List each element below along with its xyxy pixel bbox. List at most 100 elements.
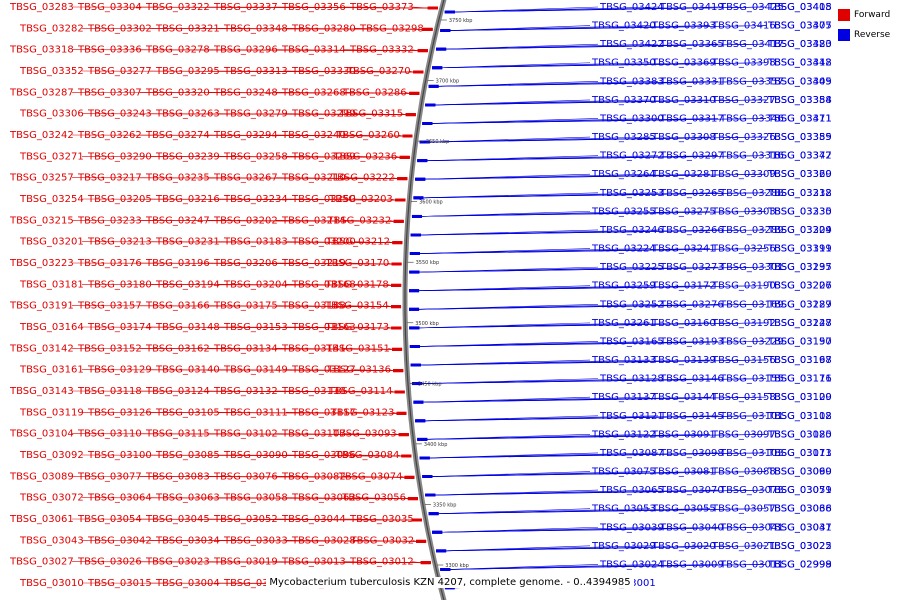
gene-label: TBSG_03070 xyxy=(659,485,724,496)
leader-line xyxy=(411,561,421,563)
gene-label: TBSG_03171 xyxy=(767,374,832,385)
gene-label: TBSG_03121 xyxy=(599,411,664,422)
gene-label: TBSG_03259 xyxy=(591,281,656,292)
gene-label: TBSG_03089 xyxy=(9,471,74,482)
gene-label: TBSG_03352 xyxy=(19,66,84,77)
leader-line xyxy=(419,248,767,254)
gene-label: TBSG_03372 xyxy=(767,151,832,162)
gene-label: TBSG_03066 xyxy=(767,504,832,515)
leader-line xyxy=(391,198,396,201)
leader-line xyxy=(401,113,406,115)
gene-label: TBSG_03158 xyxy=(711,392,776,403)
gene-label: TBSG_03385 xyxy=(767,132,832,143)
gene-label: TBSG_03230 xyxy=(767,206,832,217)
gene-label: TBSG_03214 xyxy=(281,215,346,226)
gene-label: TBSG_03062 xyxy=(291,493,356,504)
gene-label: TBSG_03164 xyxy=(19,322,84,333)
leader-line xyxy=(393,177,398,179)
gene-label: TBSG_03202 xyxy=(213,215,278,226)
gene-mark xyxy=(422,122,433,125)
leader-line xyxy=(353,70,414,73)
leader-line xyxy=(343,305,392,307)
gene-label: TBSG_03077 xyxy=(77,471,142,482)
gene-label: TBSG_03144 xyxy=(651,392,716,403)
gene-mark xyxy=(440,29,451,32)
leader-line xyxy=(419,285,767,292)
gene-mark xyxy=(422,475,433,478)
gene-label: TBSG_03274 xyxy=(145,130,210,141)
gene-label: TBSG_03172 xyxy=(651,281,716,292)
leader-line xyxy=(353,497,408,499)
gene-label: TBSG_03111 xyxy=(223,407,288,418)
leader-line xyxy=(353,540,417,542)
gene-label: TBSG_03357 xyxy=(719,76,784,87)
gene-label: TBSG_03138 xyxy=(281,386,346,397)
genome-caption-text: Mycobacterium tuberculosis KZN 4207, com… xyxy=(266,577,634,588)
gene-label: TBSG_03133 xyxy=(591,355,656,366)
gene-label: TBSG_03239 xyxy=(155,151,220,162)
gene-label: TBSG_03347 xyxy=(767,151,832,162)
gene-label: TBSG_03004 xyxy=(155,578,220,589)
leader-line xyxy=(343,92,410,94)
gene-label: TBSG_03091 xyxy=(651,429,716,440)
gene-mark xyxy=(411,214,422,218)
legend-forward: Forward xyxy=(838,8,890,22)
leader-line xyxy=(429,136,767,143)
gene-mark xyxy=(405,113,416,117)
leader-line xyxy=(343,134,403,137)
leader-line xyxy=(438,508,767,514)
leader-line xyxy=(421,378,767,384)
gene-label: TBSG_03307 xyxy=(77,87,142,98)
tick-label: 3400 kbp xyxy=(424,442,448,448)
gene-label: TBSG_03273 xyxy=(659,262,724,273)
gene-label: TBSG_03405 xyxy=(767,21,832,32)
tick-label: 3750 kbp xyxy=(449,18,473,24)
leader-line xyxy=(435,489,767,496)
gene-label: TBSG_03234 xyxy=(223,194,288,205)
gene-label: TBSG_03243 xyxy=(87,109,152,120)
leader-line xyxy=(450,25,767,31)
gene-label: TBSG_03176 xyxy=(77,258,142,269)
gene-label: TBSG_03082 xyxy=(281,471,346,482)
gene-mark xyxy=(401,454,412,458)
gene-label: TBSG_03162 xyxy=(145,343,210,354)
gene-mark xyxy=(411,382,422,386)
gene-label: TBSG_03166 xyxy=(145,301,210,312)
gene-label: TBSG_03151 xyxy=(325,343,390,354)
gene-mark xyxy=(409,345,420,348)
gene-mark xyxy=(392,347,403,351)
gene-label: TBSG_03263 xyxy=(155,109,220,120)
gene-label: TBSG_03075 xyxy=(591,467,656,478)
gene-label: TBSG_03084 xyxy=(335,450,400,461)
gene-label: TBSG_03189 xyxy=(767,299,832,310)
leader-line xyxy=(388,348,393,350)
tick-label: 3500 kbp xyxy=(415,321,439,327)
gene-label: TBSG_03180 xyxy=(87,279,152,290)
gene-mark xyxy=(417,159,428,163)
leader-line xyxy=(411,6,428,9)
leader-line xyxy=(353,198,396,201)
gene-label: TBSG_03295 xyxy=(155,66,220,77)
gene-label: TBSG_03022 xyxy=(767,541,832,552)
leader-line xyxy=(343,433,399,435)
gene-label: TBSG_03020 xyxy=(651,541,716,552)
leader-line xyxy=(408,70,414,73)
gene-label: TBSG_03040 xyxy=(659,522,724,533)
gene-label: TBSG_03102 xyxy=(213,429,278,440)
gene-label: TBSG_03152 xyxy=(77,343,142,354)
gene-mark xyxy=(432,530,443,534)
gene-label: TBSG_03289 xyxy=(719,225,784,236)
gene-label: TBSG_03021 xyxy=(711,541,776,552)
gene-label: TBSG_03061 xyxy=(9,514,74,525)
gene-label: TBSG_03281 xyxy=(651,169,716,180)
gene-label: TBSG_03206 xyxy=(213,258,278,269)
tick-label: 3550 kbp xyxy=(416,260,440,266)
gene-label: TBSG_03093 xyxy=(332,429,397,440)
gene-mark xyxy=(404,475,415,479)
gene-label: TBSG_03248 xyxy=(213,87,278,98)
gene-label: TBSG_03203 xyxy=(328,194,393,205)
gene-mark xyxy=(428,512,439,516)
gene-mark xyxy=(420,561,431,565)
gene-label: TBSG_03275 xyxy=(651,206,716,217)
gene-label: TBSG_03173 xyxy=(324,322,389,333)
